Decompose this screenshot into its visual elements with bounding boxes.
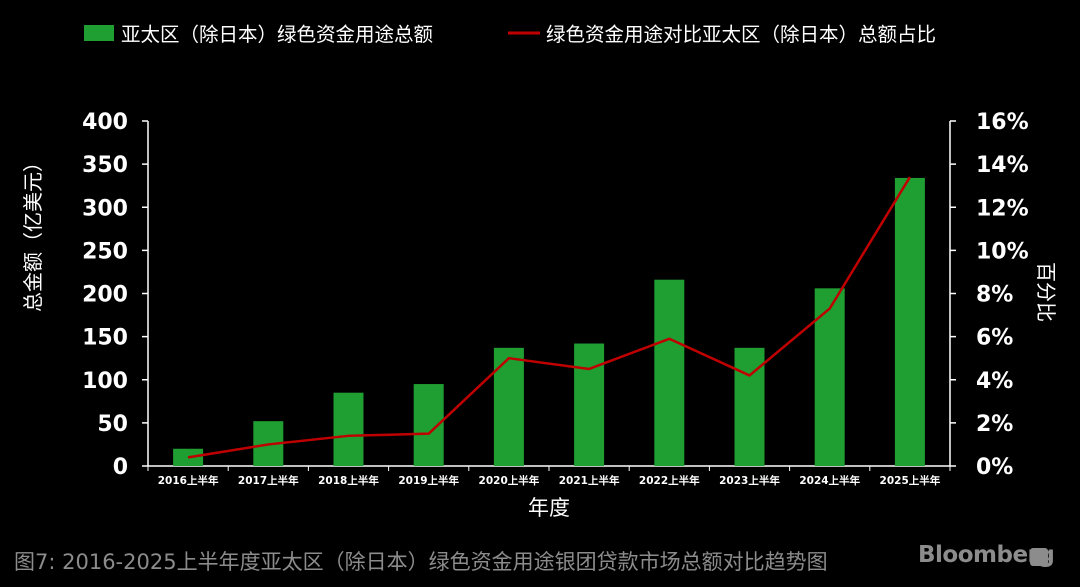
y-tick-label-left: 50: [97, 412, 128, 437]
y-tick-label-left: 300: [82, 196, 128, 221]
bar: [654, 279, 685, 466]
x-tick-label: 2017上半年: [238, 474, 299, 487]
y-tick-label-right: 12%: [976, 196, 1029, 221]
x-axis-title: 年度: [528, 496, 570, 520]
x-tick-label: 2024上半年: [799, 474, 860, 487]
bar: [493, 347, 524, 466]
y-tick-label-right: 8%: [976, 283, 1013, 308]
y-tick-label-left: 0: [113, 455, 128, 480]
y-tick-label-right: 14%: [976, 153, 1029, 178]
series-line: [187, 176, 911, 459]
y-tick-label-left: 400: [82, 110, 128, 135]
y-axis-title-right: 百分比: [1034, 262, 1058, 322]
bloomberg-icon: [1030, 548, 1048, 566]
x-tick-label: 2022上半年: [639, 474, 700, 487]
legend-label-line: 绿色资金用途对比亚太区（除日本）总额占比: [546, 23, 936, 46]
x-tick-label: 2016上半年: [158, 474, 219, 487]
figure-caption: 图7: 2016-2025上半年度亚太区（除日本）绿色资金用途银团贷款市场总额对…: [14, 550, 828, 574]
legend-swatch-bar: [84, 25, 114, 41]
y-tick-label-left: 200: [82, 283, 128, 308]
x-tick-label: 2023上半年: [719, 474, 780, 487]
x-tick-label: 2019上半年: [398, 474, 459, 487]
y-tick-label-right: 2%: [976, 412, 1013, 437]
y-tick-label-right: 6%: [976, 326, 1013, 351]
legend-label-bar: 亚太区（除日本）绿色资金用途总额: [121, 23, 433, 46]
y-tick-label-right: 0%: [976, 455, 1013, 480]
x-tick-label: 2021上半年: [559, 474, 620, 487]
y-tick-label-right: 16%: [976, 110, 1029, 135]
bar: [333, 392, 364, 466]
x-tick-label: 2025上半年: [880, 474, 941, 487]
x-tick-label: 2018上半年: [318, 474, 379, 487]
y-tick-label-left: 150: [82, 326, 128, 351]
y-tick-label-right: 4%: [976, 369, 1013, 394]
bar: [574, 343, 605, 466]
y-tick-label-right: 10%: [976, 239, 1029, 264]
bar: [814, 288, 845, 466]
x-tick-label: 2020上半年: [479, 474, 540, 487]
y-tick-label-left: 100: [82, 369, 128, 394]
bar: [894, 177, 925, 467]
y-tick-label-left: 250: [82, 239, 128, 264]
y-tick-label-left: 350: [82, 153, 128, 178]
y-axis-title-left: 总金额（亿美元）: [21, 152, 45, 312]
